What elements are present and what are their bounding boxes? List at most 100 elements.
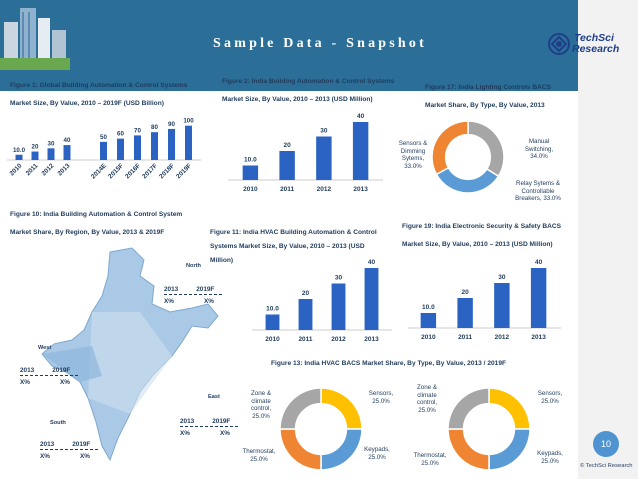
bar [117, 138, 124, 160]
west-divider [20, 375, 78, 376]
page-number-badge: 10 [593, 431, 619, 457]
tick-label: 2019F [175, 162, 193, 180]
fig17-label-manual: Manual Switching, 34.0% [524, 138, 554, 160]
tick-label: 2012 [495, 334, 510, 341]
north-value-1: X% [164, 298, 174, 305]
bar [134, 135, 141, 160]
data-label: 40 [357, 113, 365, 120]
west-year-1: 2013 [20, 367, 35, 374]
fig1-title: Figure 1: Global Building Automation & C… [10, 80, 187, 110]
tick-label: 2013 [531, 334, 546, 341]
fig13-title: Figure 13: India HVAC BACS Market Share,… [271, 360, 507, 367]
data-label: 20 [32, 144, 39, 151]
fig13a-label-zone: Zone & climate control, 25.0% [250, 390, 272, 420]
north-year-2: 2019F [196, 286, 215, 293]
data-label: 30 [320, 128, 328, 135]
data-label: 100 [183, 118, 194, 125]
region-label-east: East [208, 394, 220, 400]
data-label: 30 [498, 274, 506, 281]
data-label: 20 [302, 290, 310, 297]
bar [279, 151, 295, 180]
tick-label: 2015F [107, 162, 125, 180]
tick-label: 2010 [265, 336, 280, 343]
tick-label: 2017F [141, 162, 159, 180]
fig10-title: Figure 10: India Building Automation & C… [10, 209, 182, 239]
data-label: 40 [535, 259, 543, 266]
bar [100, 141, 107, 160]
fig19-bar-chart: 10.0 2010 20 2011 30 2012 40 2013 [408, 259, 561, 341]
south-divider [40, 449, 98, 450]
data-label: 10.0 [266, 306, 279, 313]
fig13a-label-thermostat: Thermostat, 25.0% [242, 448, 276, 463]
region-label-west: West [38, 345, 52, 351]
tick-label: 2012 [317, 186, 332, 193]
data-label: 80 [151, 124, 158, 131]
south-value-1: X% [40, 453, 50, 460]
bar [530, 268, 547, 328]
donut-slice [447, 428, 490, 471]
bar [168, 128, 175, 160]
region-label-north: North [186, 263, 201, 269]
donut-slice [488, 387, 531, 430]
data-label: 20 [462, 289, 470, 296]
techsci-logo-icon [548, 33, 570, 55]
header-bar [0, 0, 578, 91]
fig1-title-line2: Market Size, By Value, 2010 – 2019F (USD… [10, 100, 164, 107]
south-year-1: 2013 [40, 441, 55, 448]
tick-label: 2011 [280, 186, 294, 193]
tick-label: 2013 [353, 186, 368, 193]
buildings-illustration-icon [0, 0, 70, 70]
west-value-1: X% [20, 379, 30, 386]
data-label: 70 [134, 127, 141, 134]
bar [331, 283, 346, 330]
fig11-title: Figure 11: India HVAC Building Automatio… [210, 227, 377, 267]
data-label: 90 [168, 121, 175, 128]
fig1-title-line1: Figure 1: Global Building Automation & C… [10, 82, 188, 89]
donut-slice [279, 387, 322, 430]
tick-label: 2010 [421, 334, 436, 341]
fig2-title: Figure 2: India Building Automation & Co… [222, 76, 394, 106]
tick-label: 2013 [56, 162, 71, 177]
fig19-title: Figure 19: India Electronic Security & S… [402, 221, 561, 251]
data-label: 50 [100, 134, 107, 141]
donut-slice [488, 428, 531, 471]
south-year-2: 2019F [72, 441, 91, 448]
fig10-title-line2: Market Share, By Region, By Value, 2013 … [10, 229, 165, 236]
stat-block-east: 2013 2019F X% X% [180, 418, 238, 437]
fig11-title-line2: Systems Market Size, By Value, 2010 – 20… [210, 243, 365, 250]
fig13b-label-keypads: Keypads, 25.0% [537, 450, 563, 465]
fig2-title-line2: Market Size, By Value, 2010 – 2013 (USD … [222, 96, 373, 103]
bar [47, 148, 55, 160]
bar [15, 154, 23, 160]
fig11-title-line3: Million) [210, 257, 234, 264]
fig17-label-sensors: Sensors & Dimming Sytems, 33.0% [398, 140, 428, 170]
bar [316, 136, 332, 180]
tick-label: 2011 [298, 336, 312, 343]
fig13-donut-2019f [447, 387, 531, 471]
tick-label: 2011 [458, 334, 472, 341]
tick-label: 2011 [25, 162, 40, 177]
fig13b-label-sensors: Sensors, 25.0% [537, 390, 563, 405]
fig13b-label-zone: Zone & climate control, 25.0% [416, 384, 438, 414]
bar [457, 298, 473, 328]
tick-label: 2012 [40, 162, 55, 177]
tick-label: 2014E [90, 162, 109, 181]
right-sidebar-strip [578, 0, 638, 479]
bar [63, 145, 71, 160]
bar [151, 132, 158, 160]
donut-slice [467, 120, 505, 178]
bar [242, 165, 259, 180]
bar [420, 313, 437, 328]
fig13a-label-keypads: Keypads, 25.0% [364, 446, 390, 461]
stat-block-west: 2013 2019F X% X% [20, 367, 78, 386]
south-value-2: X% [79, 453, 90, 460]
east-year-2: 2019F [212, 418, 231, 425]
fig17-title-line2: Market Share, By Type, By Value, 2013 [425, 102, 545, 109]
techsci-logo: TechSci Research [545, 22, 637, 67]
fig1-bar-chart: 10.0 2010 20 2011 30 2012 40 2013 50 2014E 60 2015F… [7, 118, 201, 181]
donut-slice [435, 166, 500, 194]
data-label: 10.0 [244, 157, 257, 164]
bar [494, 283, 510, 328]
fig17-title: Figure 17: India Lighting Controls BACS … [425, 82, 551, 112]
page-title: Sample Data - Snapshot [213, 36, 427, 51]
